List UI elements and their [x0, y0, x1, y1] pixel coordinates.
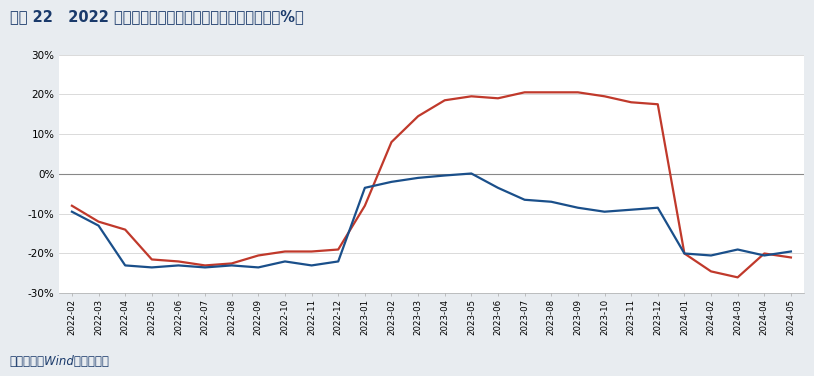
Text: 图表 22   2022 年至今地产住宅竣工及销售面积累计同比（%）: 图表 22 2022 年至今地产住宅竣工及销售面积累计同比（%） — [10, 9, 304, 24]
Text: 资料来源：Wind，华创证券: 资料来源：Wind，华创证券 — [10, 355, 110, 368]
